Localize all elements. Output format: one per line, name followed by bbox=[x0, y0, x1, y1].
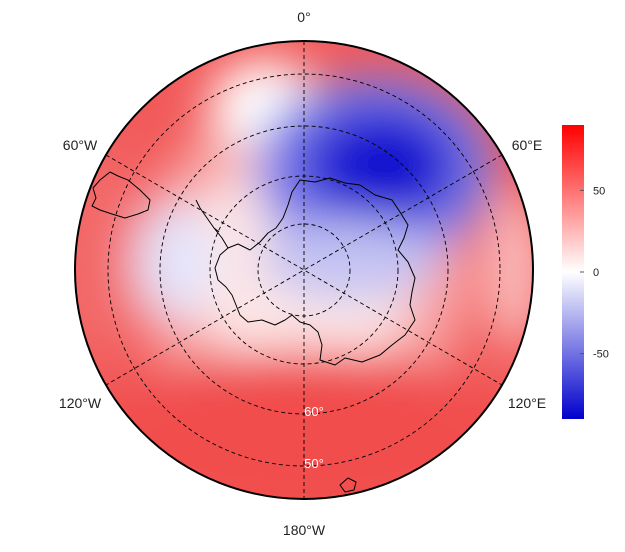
latitude-circle-50 bbox=[107, 73, 501, 467]
lon-label-upper-right: 60°E bbox=[512, 137, 543, 153]
meridian-60w-120e bbox=[105, 154, 503, 386]
new-zealand-fragment bbox=[339, 477, 357, 493]
lon-label-lower-right: 120°E bbox=[508, 395, 546, 411]
meridian-60e-120w bbox=[105, 154, 503, 386]
colorbar-ticks: 50 0 -50 bbox=[580, 185, 609, 361]
antarctic-peninsula bbox=[195, 199, 229, 249]
anomaly-field bbox=[75, 41, 533, 499]
map-frame bbox=[74, 40, 534, 500]
antarctica-coastline bbox=[214, 177, 416, 366]
lon-label-lower-left: 120°W bbox=[59, 395, 102, 411]
south-america-tip bbox=[91, 171, 151, 219]
colorbar-tick-label: -50 bbox=[593, 349, 609, 361]
graticule bbox=[105, 41, 503, 499]
lon-label-bottom: 180°W bbox=[283, 522, 326, 538]
colorbar-tick-label: 50 bbox=[593, 185, 605, 197]
lat-label-inner: 60° bbox=[304, 404, 324, 419]
colorbar-tick-label: 0 bbox=[593, 267, 599, 279]
coastlines bbox=[91, 171, 416, 493]
colorbar-gradient bbox=[562, 125, 584, 419]
lon-label-upper-left: 60°W bbox=[63, 137, 98, 153]
lat-label-outer: 50° bbox=[304, 456, 324, 471]
lon-label-top: 0° bbox=[297, 9, 310, 25]
colorbar: 50 0 -50 bbox=[562, 125, 609, 419]
